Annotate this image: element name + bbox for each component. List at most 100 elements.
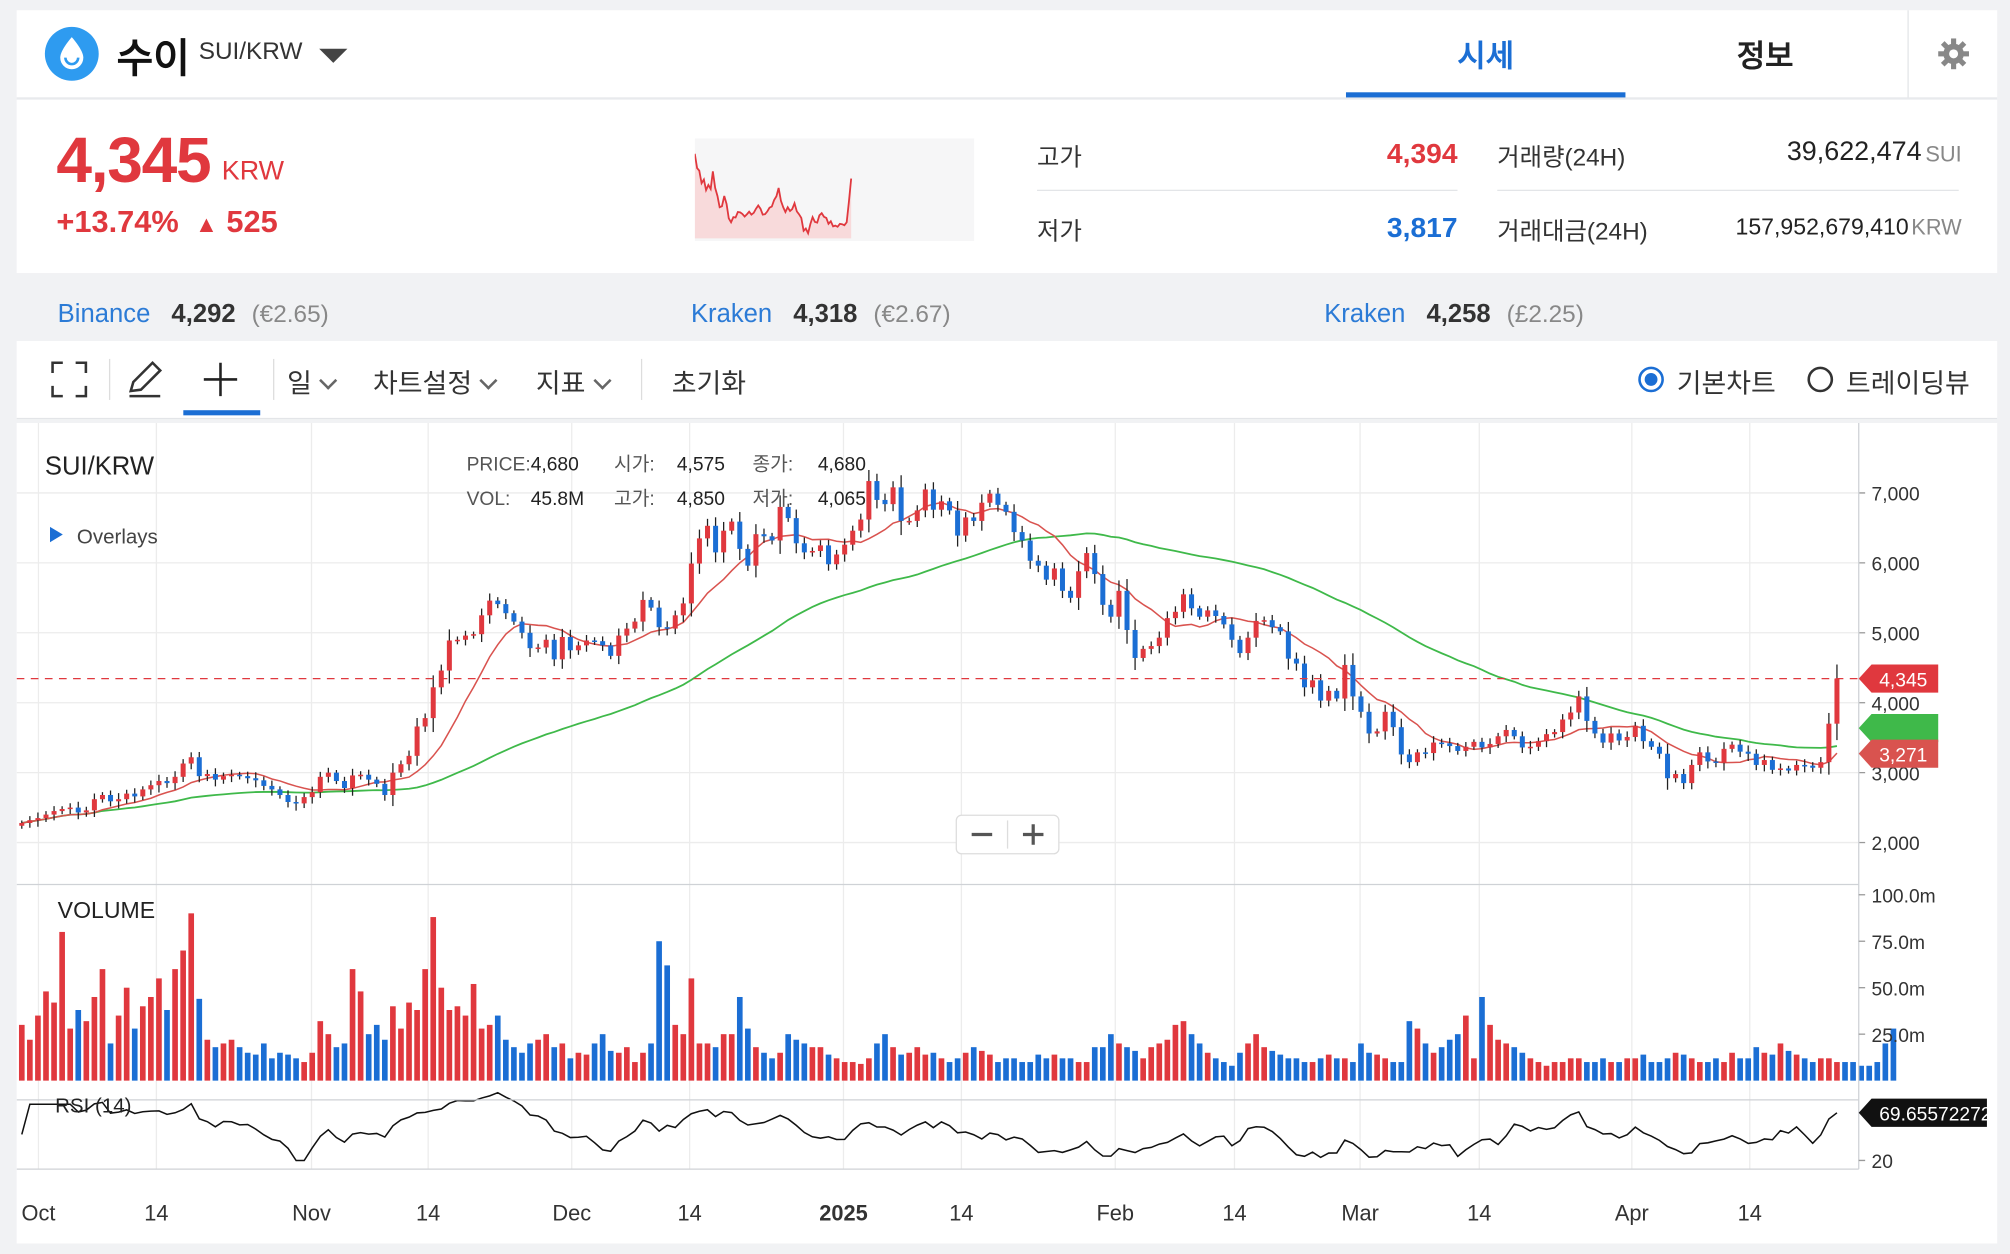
candle-body xyxy=(91,799,97,811)
volume-tick-label: 25.0m xyxy=(1872,1026,1925,1047)
candle-body xyxy=(761,534,767,537)
volume-bar xyxy=(1656,1062,1663,1081)
volume-bar xyxy=(995,1062,1001,1081)
volume-bar xyxy=(277,1052,283,1081)
volume-bar xyxy=(1584,1062,1590,1081)
indicators-dropdown[interactable]: 지표 xyxy=(535,363,612,401)
candle-body xyxy=(309,792,315,798)
candle-body xyxy=(713,525,719,553)
chart-toolbar: 일 차트설정 지표 초기화 기본차트 트레이딩뷰 xyxy=(16,340,1998,420)
candle-body xyxy=(1334,690,1340,699)
candle-body xyxy=(769,536,775,541)
volume-bar xyxy=(624,1047,630,1081)
reset-button[interactable]: 초기화 xyxy=(671,369,747,399)
volume-bar xyxy=(1696,1062,1703,1081)
volume-bar xyxy=(139,1006,146,1081)
volume-bar xyxy=(123,987,130,1081)
volume-bar xyxy=(801,1043,808,1081)
crosshair-icon[interactable] xyxy=(200,359,241,400)
exchange-item[interactable]: Kraken 4,318 (€2.67) xyxy=(691,300,951,329)
volume-bar xyxy=(1051,1054,1058,1081)
candle-body xyxy=(1237,639,1243,654)
volume-bar xyxy=(1027,1062,1034,1081)
volume-bar xyxy=(978,1050,985,1081)
candle-body xyxy=(1019,532,1025,541)
ma-short-line xyxy=(21,501,1838,824)
volume-bar xyxy=(1293,1058,1300,1081)
interval-dropdown[interactable]: 일 xyxy=(287,363,338,401)
volume-bar xyxy=(1180,1021,1187,1081)
volume-bar xyxy=(535,1039,541,1081)
volume-bar xyxy=(462,1015,469,1081)
coin-pair[interactable]: SUI/KRW xyxy=(198,38,303,66)
volume-bar xyxy=(1309,1062,1316,1081)
candle-body xyxy=(1463,746,1469,751)
volume-bar xyxy=(204,1039,211,1081)
candle-body xyxy=(1116,590,1122,617)
x-tick-label: Oct xyxy=(22,1200,56,1225)
volume-bar xyxy=(478,1028,485,1081)
candle-body xyxy=(995,493,1001,505)
candle-body xyxy=(1535,741,1541,747)
pencil-icon[interactable] xyxy=(124,359,165,400)
volume-bar xyxy=(551,1047,558,1081)
exchange-fx: (€2.67) xyxy=(873,301,951,329)
sui-logo-icon xyxy=(44,26,99,81)
candle-body xyxy=(374,779,380,784)
volume-bar xyxy=(454,1006,461,1081)
candle-body xyxy=(1318,680,1324,701)
zoom-control[interactable] xyxy=(955,814,1060,855)
expand-triangle-icon[interactable] xyxy=(49,526,63,543)
volume-bar xyxy=(962,1052,969,1081)
candle-body xyxy=(809,550,815,553)
candle-body xyxy=(1439,742,1445,745)
volume-bar xyxy=(51,1002,57,1081)
volume-bar xyxy=(728,1034,735,1081)
candle-body xyxy=(1148,646,1154,649)
indicators-label: 지표 xyxy=(535,369,586,399)
volume-bar xyxy=(1600,1058,1606,1081)
x-tick-label: Nov xyxy=(292,1200,331,1225)
rsi-value-tag-text: 69.65572272 xyxy=(1879,1104,1991,1125)
pair-dropdown-icon[interactable] xyxy=(319,48,348,63)
volume-bar xyxy=(1261,1047,1267,1081)
basic-chart-label: 기본차트 xyxy=(1676,369,1776,399)
volume-bar xyxy=(1212,1058,1219,1081)
volume-bar xyxy=(503,1039,509,1081)
candle-body xyxy=(83,810,89,813)
candle-body xyxy=(1302,663,1308,688)
candle-body xyxy=(1673,774,1679,779)
volume-bar xyxy=(680,1034,687,1081)
candle-body xyxy=(600,641,606,646)
exchange-item[interactable]: Binance 4,292 (€2.65) xyxy=(58,300,329,329)
candle-body xyxy=(1697,752,1703,765)
tab-info[interactable]: 정보 xyxy=(1736,39,1794,75)
candle-body xyxy=(245,776,251,779)
candle-body xyxy=(1261,620,1267,622)
volume-bar xyxy=(1406,1021,1413,1081)
fullscreen-icon[interactable] xyxy=(50,360,88,398)
legend-high: 4,850 xyxy=(677,489,725,510)
candle-body xyxy=(1051,568,1057,580)
chart-svg[interactable]: 7,000 6,000 5,000 4,000 3,000 2,000 Oct 14 Nov 14… xyxy=(16,423,1998,1243)
volume-bar xyxy=(1834,1062,1840,1081)
candle-body xyxy=(1487,743,1493,748)
volume-bar xyxy=(1374,1054,1380,1081)
candle-body xyxy=(1479,741,1485,748)
volume-bar xyxy=(414,1010,420,1081)
volume-bar xyxy=(18,1024,25,1081)
chart-settings-dropdown[interactable]: 차트설정 xyxy=(373,363,498,401)
volume-bar xyxy=(809,1047,816,1081)
settings-gear-icon[interactable] xyxy=(1907,10,1998,98)
candle-body xyxy=(1656,746,1662,754)
tradingview-label: 트레이딩뷰 xyxy=(1845,369,1970,399)
volume-bar xyxy=(1826,1058,1832,1081)
volume-bar xyxy=(938,1058,945,1081)
volume-bar xyxy=(486,1024,493,1081)
volume-bar xyxy=(438,987,445,1081)
exchange-item[interactable]: Kraken 4,258 (£2.25) xyxy=(1324,300,1584,329)
tab-quote[interactable]: 시세 xyxy=(1457,39,1515,75)
x-tick-label: 14 xyxy=(1467,1200,1491,1225)
candle-body xyxy=(1576,696,1582,713)
price-chart[interactable]: 7,000 6,000 5,000 4,000 3,000 2,000 Oct 14 Nov 14… xyxy=(16,423,1998,1244)
